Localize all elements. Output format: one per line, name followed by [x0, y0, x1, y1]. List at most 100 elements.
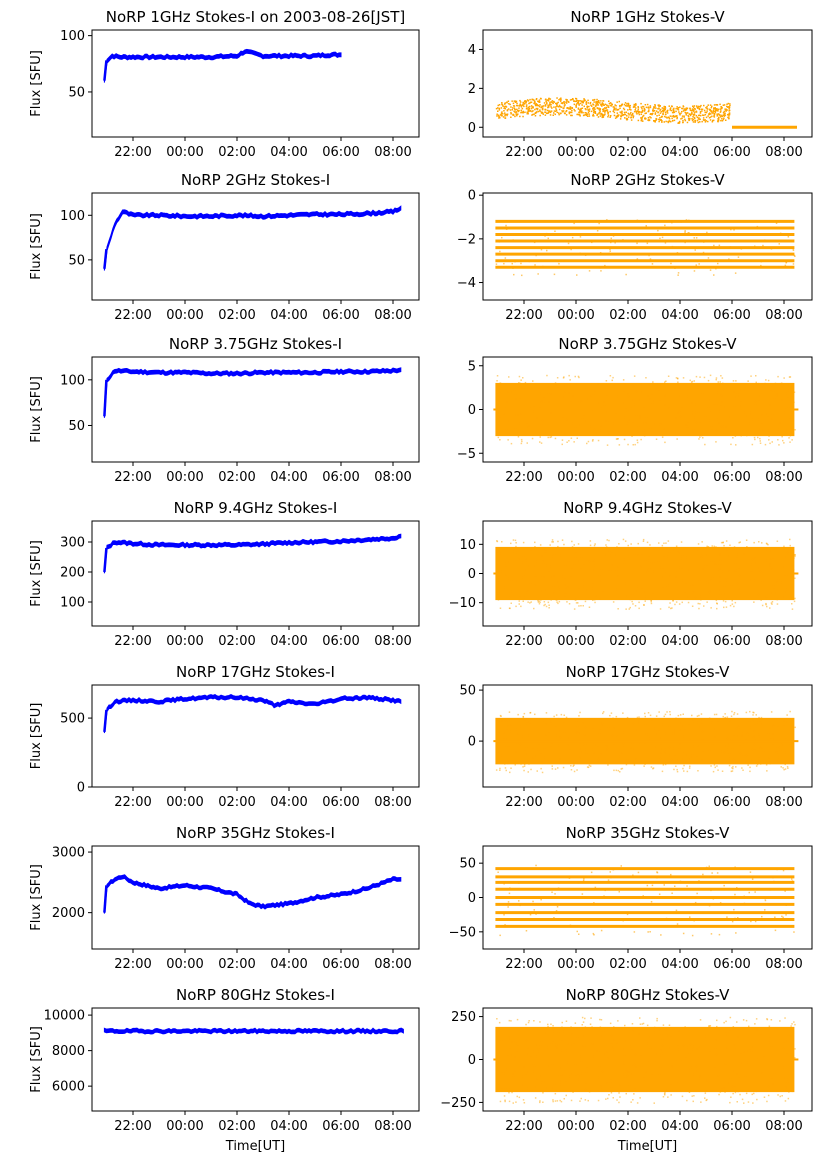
data-point: [628, 1085, 631, 1087]
data-point: [698, 114, 700, 117]
data-point: [600, 1088, 602, 1091]
data-point: [606, 737, 609, 739]
data-point: [714, 1047, 717, 1049]
data-point: [577, 102, 579, 104]
data-point: [608, 102, 611, 105]
data-point: [767, 1094, 770, 1097]
data-point: [606, 1081, 608, 1084]
data-point: [555, 110, 557, 112]
data-point: [677, 1048, 680, 1051]
data-point: [624, 1040, 626, 1042]
data-point: [614, 104, 616, 106]
data-point: [785, 262, 787, 264]
data-point: [496, 380, 498, 382]
data-point: [551, 410, 553, 412]
data-point: [647, 106, 649, 109]
data-point: [497, 107, 499, 109]
data-point: [615, 570, 618, 572]
data-point: [550, 436, 553, 438]
data-point: [604, 110, 607, 112]
data-point: [666, 112, 669, 114]
data-point: [700, 1101, 702, 1103]
data-point: [593, 99, 595, 101]
data-point: [794, 1057, 796, 1059]
data-point: [761, 580, 764, 582]
data-point: [598, 721, 601, 724]
axes-frame: [91, 356, 420, 463]
data-point: [645, 106, 648, 109]
data-point: [612, 601, 615, 603]
data-point: [526, 722, 528, 725]
data-point: [693, 1045, 695, 1048]
data-point: [733, 1047, 735, 1049]
data-point: [784, 1017, 786, 1019]
data-point: [632, 444, 634, 446]
data-point: [710, 406, 713, 409]
data-point: [609, 1022, 612, 1025]
data-point: [711, 418, 714, 421]
data-point: [672, 115, 675, 118]
data-point: [594, 385, 596, 388]
data-point: [642, 115, 644, 118]
data-point: [672, 109, 675, 112]
data-point: [647, 395, 650, 397]
data-point: [660, 119, 662, 121]
data-point: [723, 884, 725, 887]
data-point: [547, 1023, 549, 1026]
data-point: [721, 770, 724, 772]
data-point: [710, 1032, 713, 1034]
plot-title: NoRP 2GHz Stokes-I: [181, 171, 330, 189]
data-point: [516, 108, 518, 111]
data-point: [659, 423, 661, 426]
data-point: [768, 563, 770, 565]
data-point: [599, 729, 601, 731]
data-point: [745, 539, 748, 541]
data-point: [534, 405, 537, 408]
data-point: [711, 115, 713, 118]
data-point: [761, 604, 764, 607]
data-point: [645, 584, 647, 586]
x-tick-label: 08:00: [765, 470, 802, 485]
data-point: [553, 106, 555, 108]
data-point: [765, 764, 768, 766]
data-point: [767, 575, 769, 578]
data-point: [681, 110, 683, 113]
data-point: [651, 403, 654, 405]
data-point: [527, 1047, 530, 1049]
data-point: [518, 900, 520, 902]
data-point: [711, 545, 713, 547]
data-point: [601, 1070, 604, 1073]
data-point: [720, 375, 722, 377]
data-point: [728, 258, 730, 260]
data-point: [724, 716, 727, 719]
data-point: [658, 106, 660, 108]
data-point: [660, 748, 663, 750]
data-point: [557, 767, 559, 769]
data-point: [649, 428, 652, 430]
data-point: [499, 114, 502, 116]
start-spike: [103, 885, 108, 913]
data-point: [772, 876, 774, 879]
data-point: [720, 541, 723, 544]
data-point: [765, 602, 767, 605]
data-point: [697, 602, 699, 605]
data-point: [580, 556, 583, 559]
data-point: [701, 120, 703, 123]
data-point: [514, 1036, 517, 1038]
data-point: [682, 579, 684, 582]
data-point: [718, 761, 721, 764]
data-point: [505, 388, 507, 390]
data-point: [568, 387, 571, 390]
data-point: [580, 392, 582, 394]
x-tick-label: 00:00: [166, 470, 203, 485]
data-point: [555, 102, 557, 105]
data-point: [604, 386, 606, 389]
data-point: [730, 443, 732, 446]
data-point: [687, 114, 689, 117]
data-point: [674, 721, 676, 723]
data-point: [573, 770, 576, 773]
data-point: [522, 766, 524, 768]
data-point: [709, 1050, 711, 1053]
data-point: [515, 398, 517, 400]
y-tick-label: −2: [457, 232, 476, 247]
